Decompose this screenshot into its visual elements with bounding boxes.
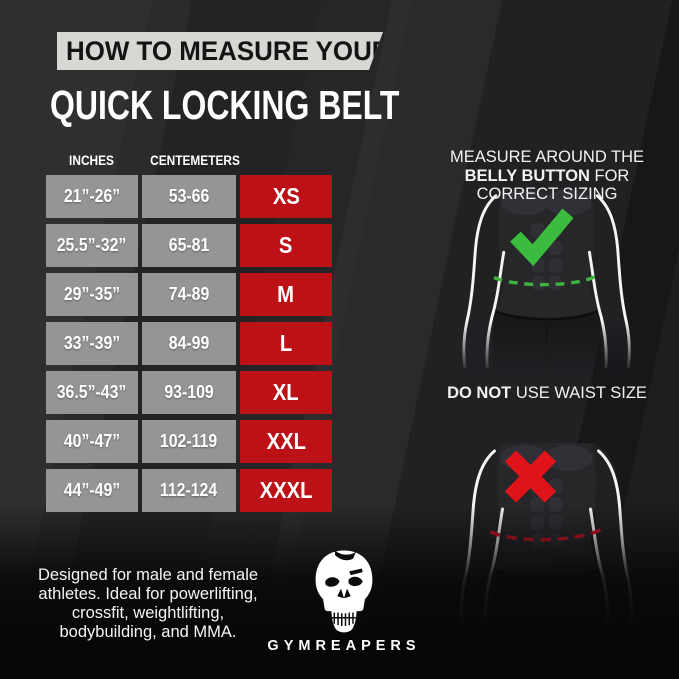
do-not-instruction-post: USE WAIST SIZE <box>511 384 647 402</box>
table-row: 21”-26” 53-66 XS <box>46 175 332 218</box>
size-cell: XXXL <box>240 469 332 512</box>
belly-button-line <box>493 274 599 287</box>
inches-cell: 25.5”-32” <box>46 224 138 267</box>
size-cell: S <box>240 224 332 267</box>
size-table: 21”-26” 53-66 XS 25.5”-32” 65-81 S 29”-3… <box>46 175 332 512</box>
check-icon <box>510 208 574 267</box>
cm-cell: 65-81 <box>142 224 236 267</box>
inches-cell: 21”-26” <box>46 175 138 218</box>
cross-icon <box>504 450 557 503</box>
size-cell: M <box>240 273 332 316</box>
measure-instruction-post: FOR CORRECT SIZING <box>476 166 630 204</box>
inches-cell: 29”-35” <box>46 273 138 316</box>
eyebrow-text: HOW TO MEASURE YOUR <box>66 36 391 66</box>
table-row: 29”-35” 74-89 M <box>46 273 332 316</box>
skull-logo-icon <box>315 550 373 633</box>
unit-header-cm-label: CENTEMETERS <box>150 153 240 168</box>
do-not-instruction-bold: DO NOT <box>447 384 512 402</box>
torso-correct-figure <box>432 188 667 373</box>
brand-wordmark: GYMREAPERS <box>267 638 421 654</box>
cm-cell: 102-119 <box>142 420 236 463</box>
unit-header-inches-label: INCHES <box>69 153 115 168</box>
cm-cell: 84-99 <box>142 322 236 365</box>
footer-description: Designed for male and female athletes. I… <box>37 566 259 641</box>
page-title: QUICK LOCKING BELT <box>50 82 400 128</box>
size-cell: XL <box>240 371 332 414</box>
measure-instruction-pre: MEASURE AROUND THE <box>449 148 645 166</box>
unit-header-cm: CENTEMETERS <box>144 153 240 168</box>
table-row: 33”-39” 84-99 L <box>46 322 332 365</box>
inches-cell: 33”-39” <box>46 322 138 365</box>
size-cell: XXL <box>240 420 332 463</box>
cm-cell: 74-89 <box>142 273 236 316</box>
measure-instruction-bold: BELLY BUTTON <box>464 166 590 185</box>
unit-header-inches: INCHES <box>46 153 138 168</box>
table-row: 25.5”-32” 65-81 S <box>46 224 332 267</box>
table-row: 36.5”-43” 93-109 XL <box>46 371 332 414</box>
size-cell: XS <box>240 175 332 218</box>
table-row: 40”-47” 102-119 XXL <box>46 420 332 463</box>
inches-cell: 36.5”-43” <box>46 371 138 414</box>
eyebrow-banner: HOW TO MEASURE YOUR <box>57 32 383 70</box>
cm-cell: 93-109 <box>142 371 236 414</box>
inches-cell: 44”-49” <box>46 469 138 512</box>
cm-cell: 53-66 <box>142 175 236 218</box>
table-row: 44”-49” 112-124 XXXL <box>46 469 332 512</box>
size-cell: L <box>240 322 332 365</box>
measure-instruction: MEASURE AROUND THE BELLY BUTTON FOR CORR… <box>424 148 670 204</box>
inches-cell: 40”-47” <box>46 420 138 463</box>
cm-cell: 112-124 <box>142 469 236 512</box>
do-not-instruction: DO NOT USE WAIST SIZE <box>424 384 670 403</box>
